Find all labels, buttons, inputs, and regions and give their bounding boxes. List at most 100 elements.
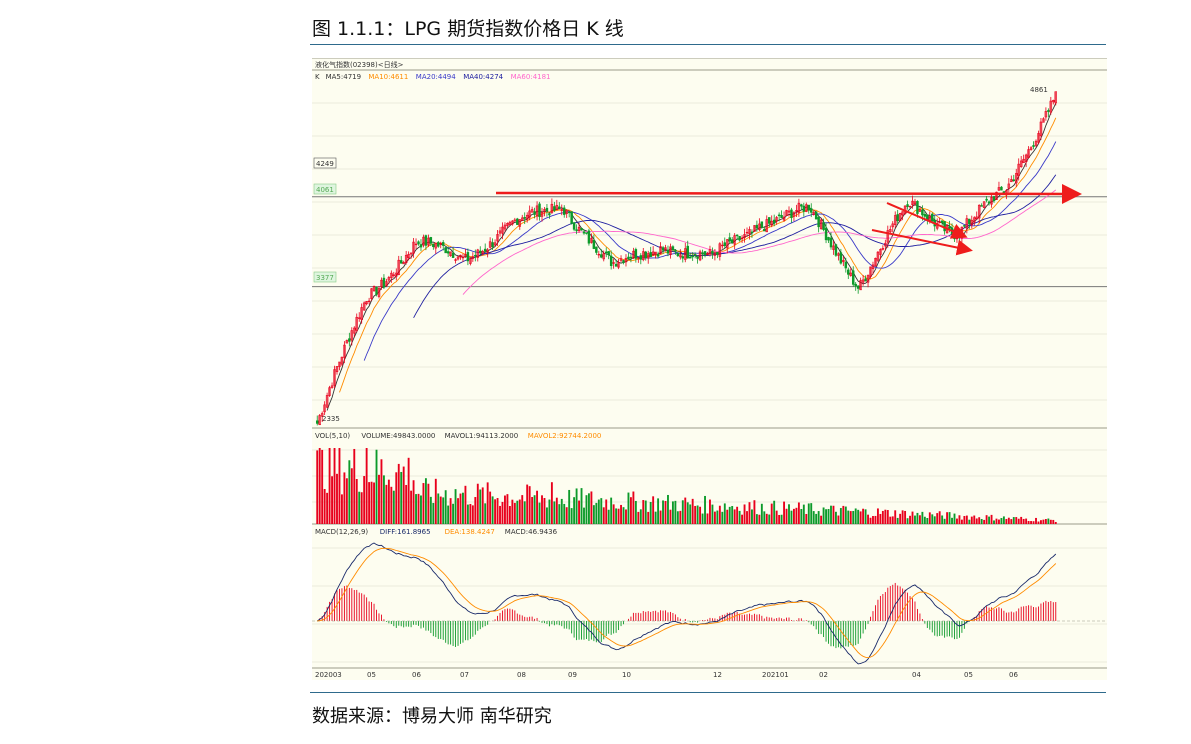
- candle-body: [661, 247, 665, 251]
- volume-bar: [921, 511, 924, 524]
- volume-bar: [390, 486, 393, 524]
- candle-body: [627, 256, 630, 260]
- candle-body: [851, 270, 855, 285]
- volume-bar: [573, 497, 576, 524]
- volume-bar: [496, 498, 499, 524]
- candle-body: [330, 385, 334, 388]
- candle-body: [348, 338, 351, 342]
- candle-body: [824, 227, 828, 241]
- candle-body: [377, 288, 381, 297]
- volume-bar: [602, 507, 605, 524]
- volume-bar: [620, 504, 622, 524]
- candle-body: [600, 254, 603, 258]
- candle-body: [911, 200, 914, 206]
- volume-bar: [521, 495, 524, 524]
- volume-bar: [773, 500, 776, 524]
- volume-bar: [600, 498, 603, 524]
- candle-body: [785, 210, 788, 216]
- volume-bar: [896, 517, 899, 524]
- volume-bar: [607, 509, 610, 524]
- candle-body: [738, 236, 741, 241]
- volume-bar: [523, 501, 526, 524]
- volume-bar: [699, 506, 702, 524]
- volume-bar: [852, 511, 855, 524]
- volume-bar: [338, 448, 341, 524]
- candle-body: [664, 247, 667, 251]
- candle-body: [320, 413, 324, 417]
- figure-caption: 图 1.1.1：LPG 期货指数价格日 K 线: [312, 18, 624, 40]
- candle-body: [461, 256, 465, 259]
- candle-body: [439, 242, 442, 245]
- candle-body: [562, 207, 566, 215]
- candle-body: [948, 226, 951, 229]
- chart-header: 液化气指数(02398)<日线>: [315, 60, 404, 69]
- volume-bar: [731, 506, 734, 524]
- x-tick-label: 05: [964, 671, 973, 679]
- volume-bar: [849, 511, 852, 524]
- candle-body: [659, 246, 662, 255]
- legend-ma5: MA5:4719: [326, 73, 361, 81]
- candle-body: [538, 203, 541, 218]
- volume-bar: [550, 482, 553, 524]
- candle-body: [1047, 110, 1050, 112]
- candle-body: [718, 243, 722, 257]
- volume-bar: [486, 482, 489, 524]
- volume-bar: [528, 486, 531, 524]
- candle-body: [644, 251, 647, 259]
- candle-body: [503, 224, 507, 230]
- volume-bar: [975, 518, 978, 524]
- legend-ma40: MA40:4274: [463, 73, 503, 81]
- volume-bar: [1012, 517, 1015, 524]
- candle-body: [898, 212, 902, 222]
- trend-arrow-lower: [871, 229, 973, 256]
- price-low-label: 2335: [322, 415, 340, 423]
- x-tick-label: 06: [412, 671, 421, 679]
- volume-bar: [368, 482, 371, 524]
- volume-bar: [820, 515, 823, 524]
- volume-bar: [382, 475, 385, 524]
- candle-body: [931, 213, 934, 222]
- candle-body: [607, 251, 610, 256]
- candle-body: [1037, 133, 1040, 143]
- volume-bar: [410, 490, 413, 524]
- candle-body: [876, 251, 880, 261]
- volume-bar: [694, 505, 697, 524]
- candle-body: [545, 207, 549, 212]
- candle-body: [765, 219, 769, 233]
- volume-bar: [696, 505, 699, 524]
- volume-bar: [479, 489, 482, 524]
- candle-body: [488, 241, 492, 248]
- candle-body: [402, 262, 405, 265]
- candle-body: [1029, 147, 1033, 150]
- volume-bar: [993, 520, 995, 524]
- volume-bar: [355, 479, 358, 524]
- candle-body: [750, 231, 754, 234]
- volume-bar: [736, 506, 739, 524]
- candle-body: [612, 262, 615, 264]
- volume-bar: [968, 519, 971, 524]
- volume-bar: [634, 500, 637, 524]
- volume-bar: [978, 517, 981, 524]
- volume-bar: [508, 506, 511, 524]
- volume-bar: [785, 508, 788, 524]
- volume-bar: [946, 512, 949, 524]
- candle-body: [437, 242, 440, 247]
- candle-body: [879, 249, 882, 255]
- candle-body: [570, 211, 573, 224]
- volume-bar: [973, 515, 976, 524]
- price-label-a: 4249: [316, 160, 334, 168]
- volume-bar: [881, 510, 884, 524]
- volume-bar: [558, 504, 561, 524]
- candle-body: [696, 256, 699, 259]
- candle-body: [345, 340, 349, 344]
- volume-bar: [748, 502, 751, 524]
- volume-bar: [872, 516, 874, 524]
- x-tick-label: 02: [819, 671, 828, 679]
- candle-body: [963, 225, 966, 227]
- ma40-line: [413, 174, 1057, 319]
- candle-body: [871, 264, 875, 270]
- candle-body: [385, 281, 388, 286]
- volume-bar: [637, 511, 640, 524]
- candle-body: [508, 221, 512, 225]
- candle-body: [353, 327, 356, 334]
